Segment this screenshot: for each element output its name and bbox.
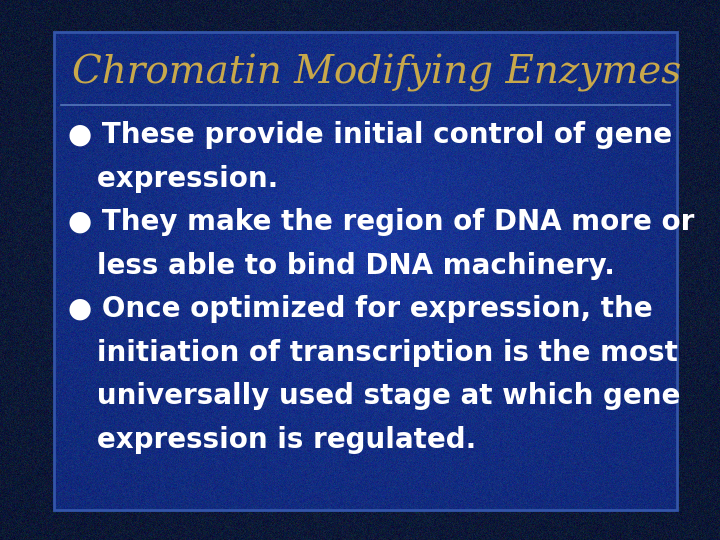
Text: ● They make the region of DNA more or: ● They make the region of DNA more or <box>68 208 695 236</box>
Text: Chromatin Modifying Enzymes: Chromatin Modifying Enzymes <box>72 54 681 92</box>
Text: initiation of transcription is the most: initiation of transcription is the most <box>68 339 678 367</box>
Text: universally used stage at which gene: universally used stage at which gene <box>68 382 681 410</box>
Text: ● Once optimized for expression, the: ● Once optimized for expression, the <box>68 295 653 323</box>
Text: expression is regulated.: expression is regulated. <box>68 426 477 454</box>
Text: expression.: expression. <box>68 165 279 193</box>
Text: ● These provide initial control of gene: ● These provide initial control of gene <box>68 121 672 149</box>
Text: less able to bind DNA machinery.: less able to bind DNA machinery. <box>68 252 616 280</box>
